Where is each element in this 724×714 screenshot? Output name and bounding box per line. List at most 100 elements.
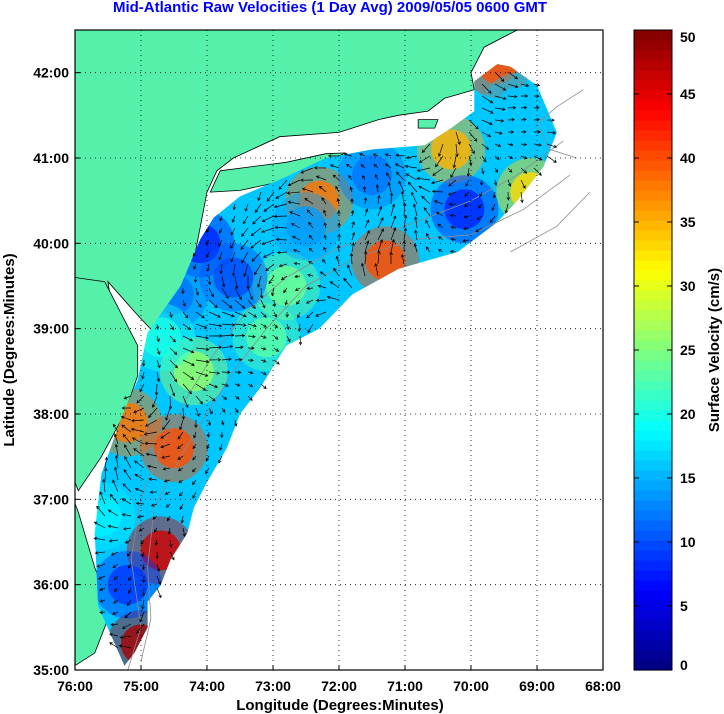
velocity-arrow [364,208,369,217]
velocity-arrow [462,226,470,231]
velocity-arrow [260,383,267,390]
velocity-arrow [208,371,221,375]
velocity-arrow [405,155,418,160]
velocity-arrow [232,203,237,211]
colorbar-band [634,440,672,451]
velocity-arrow [144,441,158,446]
velocity-arrow [195,407,200,417]
velocity-arrow [375,184,380,193]
velocity-arrow [413,243,418,253]
velocity-arrow [266,191,275,202]
velocity-arrow [108,539,119,543]
velocity-arrow [318,185,327,193]
velocity-arrow [364,250,368,265]
velocity-arrow [520,142,528,147]
velocity-arrow [475,227,483,233]
velocity-arrow [182,383,192,395]
velocity-arrow [307,273,314,277]
colorbar-band [634,430,672,441]
velocity-arrow [478,203,483,209]
velocity-hotspot [431,129,472,170]
velocity-arrow [373,163,379,169]
velocity-arrow [220,431,224,439]
velocity-arrow [257,191,262,202]
velocity-arrow [315,175,327,181]
velocity-arrow [182,527,186,538]
velocity-arrow [273,359,280,365]
velocity-hotspot [107,564,148,605]
velocity-arrow [319,271,327,277]
velocity-arrow [507,130,515,134]
colorbar-band [634,650,672,661]
velocity-arrow [421,143,431,154]
velocity-arrow [247,370,254,375]
velocity-arrow [145,452,158,457]
colorbar-band [634,320,672,331]
velocity-arrow [275,191,288,199]
velocity-arrow [219,215,223,222]
velocity-arrow [208,407,213,415]
velocity-arrow [208,357,222,362]
velocity-arrow [465,179,470,187]
velocity-arrow [247,346,255,350]
velocity-arrow [244,203,249,212]
velocity-arrow [433,200,444,205]
velocity-arrow [402,240,406,253]
velocity-arrow [142,575,146,584]
land-long-island [209,152,346,193]
land-marthas-vineyard [417,119,439,129]
velocity-hotspot [365,240,406,281]
velocity-arrow [134,473,145,481]
velocity-arrow [192,443,197,450]
colorbar-band [634,410,672,421]
colorbar-band [634,620,672,631]
velocity-arrow [260,323,268,328]
colorbar-tick-label: 10 [680,534,696,550]
velocity-arrow [241,251,249,264]
colorbar-band [634,360,672,371]
velocity-arrow [329,281,340,289]
velocity-arrow [252,215,262,225]
x-tick-label: 75:00 [123,678,159,694]
velocity-arrow [156,335,160,343]
velocity-hotspot [477,64,518,85]
velocity-arrow [377,217,384,229]
plot-title: Mid-Atlantic Raw Velocities (1 Day Avg) … [112,0,548,16]
velocity-arrow [208,299,218,309]
velocity-arrow [243,263,249,278]
velocity-arrow [520,191,524,204]
colorbar-band [634,630,672,641]
velocity-arrow [416,167,431,172]
velocity-arrow [335,185,340,193]
velocity-arrow [208,275,212,286]
velocity-arrow [260,335,267,339]
velocity-arrow [221,344,234,349]
velocity-arrow [489,215,496,224]
velocity-arrow [221,407,226,413]
velocity-arrow [287,200,301,205]
velocity-arrow [293,261,301,266]
colorbar-band [634,70,672,81]
colorbar-band [634,150,672,161]
velocity-arrow [286,335,291,343]
velocity-arrow [348,174,353,181]
velocity-arrow [247,383,254,387]
velocity-arrow [390,203,396,217]
velocity-arrow [195,299,202,308]
velocity-arrow [136,623,145,634]
colorbar-band [634,340,672,351]
colorbar-band [634,290,672,301]
velocity-arrow [134,460,145,469]
velocity-arrow [263,203,275,212]
velocity-arrow [400,253,405,265]
velocity-arrow [326,295,340,301]
velocity-arrow [151,395,158,408]
velocity-arrow [112,479,119,493]
velocity-arrow [135,501,145,506]
x-tick-label: 70:00 [453,678,489,694]
velocity-arrow [493,179,498,186]
velocity-arrow [112,423,119,433]
velocity-arrow [167,527,172,535]
velocity-arrow [504,203,509,214]
